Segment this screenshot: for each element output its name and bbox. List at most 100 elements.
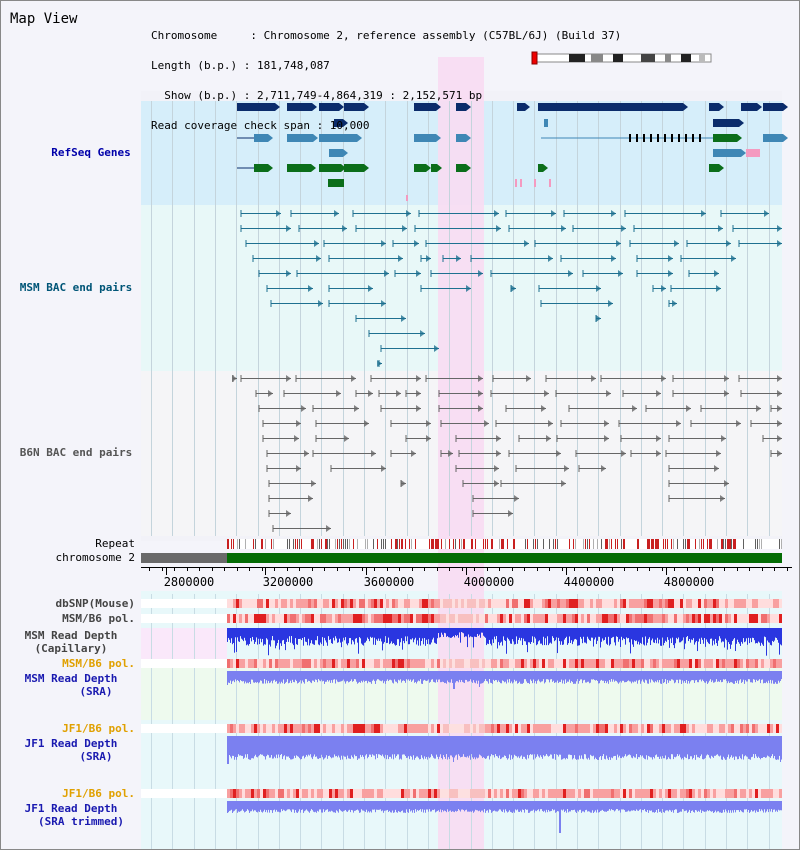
depth-bar xyxy=(446,671,447,684)
depth-bar xyxy=(471,671,472,682)
depth-bar xyxy=(438,628,439,634)
depth-bar xyxy=(361,628,362,644)
depth-bar xyxy=(283,801,284,810)
depth-bar xyxy=(573,671,574,684)
track-label-jf1-depth-trim-1[interactable]: JF1 Read Depth xyxy=(24,802,118,815)
track-label-msm-bac[interactable]: MSM BAC end pairs xyxy=(19,281,133,294)
heat-cell xyxy=(227,599,230,608)
depth-bar xyxy=(473,671,474,681)
depth-bar xyxy=(390,671,391,680)
depth-bar xyxy=(578,628,579,646)
depth-bar xyxy=(604,671,605,684)
depth-bar xyxy=(419,801,420,811)
depth-bar xyxy=(758,736,759,757)
depth-bar xyxy=(392,801,393,811)
heat-cell xyxy=(719,659,722,668)
repeat-element xyxy=(397,539,398,549)
depth-bar xyxy=(262,628,263,639)
depth-bar xyxy=(295,736,296,758)
depth-bar xyxy=(306,628,307,643)
depth-bar xyxy=(659,628,660,640)
depth-bar xyxy=(343,736,344,756)
heat-cell xyxy=(287,724,290,733)
ideogram-band xyxy=(591,54,603,62)
heat-cell xyxy=(248,599,251,608)
depth-bar xyxy=(376,628,377,640)
depth-bar xyxy=(688,628,689,642)
track-label-jf1-b6-pol-1[interactable]: JF1/B6 pol. xyxy=(62,722,135,735)
depth-bar xyxy=(260,801,261,810)
depth-bar xyxy=(541,671,542,682)
heat-cell xyxy=(725,614,728,623)
track-label-msm-depth-cap-1[interactable]: MSM Read Depth xyxy=(24,629,118,642)
bac-end-arrow xyxy=(714,270,719,277)
depth-bar xyxy=(229,801,230,811)
depth-bar xyxy=(620,628,621,647)
depth-bar xyxy=(639,628,640,645)
track-label-refseq[interactable]: RefSeq Genes xyxy=(51,146,131,159)
track-label-msm-b6-pol-2[interactable]: MSM/B6 pol. xyxy=(62,657,135,670)
track-label-b6n-bac[interactable]: B6N BAC end pairs xyxy=(19,446,133,459)
depth-bar xyxy=(716,671,717,680)
repeat-element xyxy=(383,539,384,549)
depth-bar xyxy=(332,736,333,758)
track-label-msm-depth-sra-1[interactable]: MSM Read Depth xyxy=(24,672,118,685)
depth-bar xyxy=(509,628,510,641)
depth-bar xyxy=(502,736,503,758)
track-label-dbsnp[interactable]: dbSNP(Mouse) xyxy=(55,597,135,610)
depth-bar xyxy=(449,801,450,811)
depth-bar xyxy=(233,671,234,681)
depth-bar xyxy=(407,671,408,681)
depth-bar xyxy=(604,801,605,812)
track-label-jf1-b6-pol-2[interactable]: JF1/B6 pol. xyxy=(62,787,135,800)
bac-end-arrow xyxy=(301,405,306,412)
depth-bar xyxy=(315,801,316,812)
depth-bar xyxy=(737,736,738,760)
heat-cell xyxy=(722,724,725,733)
depth-bar xyxy=(244,628,245,638)
ideogram-band xyxy=(699,54,705,62)
depth-bar xyxy=(565,628,566,639)
depth-bar xyxy=(602,671,603,681)
depth-bar xyxy=(297,671,298,684)
depth-bar xyxy=(729,628,730,645)
refseq-genes xyxy=(237,103,788,201)
depth-bar xyxy=(288,736,289,757)
heat-cell xyxy=(734,724,737,733)
depth-bar xyxy=(574,801,575,810)
depth-bar xyxy=(561,801,562,810)
depth-bar xyxy=(328,801,329,812)
track-label-repeat[interactable]: Repeat xyxy=(95,537,135,550)
depth-bar xyxy=(319,628,320,646)
repeat-element xyxy=(499,539,500,549)
depth-bar xyxy=(462,628,463,633)
heat-cell xyxy=(578,789,581,798)
track-label-chromosome[interactable]: chromosome 2 xyxy=(55,551,135,564)
depth-bar xyxy=(445,736,446,759)
depth-bar xyxy=(302,671,303,681)
depth-bar xyxy=(470,736,471,760)
depth-bar xyxy=(504,801,505,813)
heat-cell xyxy=(536,599,539,608)
depth-bar xyxy=(522,628,523,646)
depth-bar xyxy=(569,736,570,755)
depth-bar xyxy=(298,628,299,640)
depth-bar xyxy=(318,628,319,645)
depth-bar xyxy=(423,801,424,813)
depth-bar xyxy=(430,801,431,812)
track-label-msm-b6-pol-1[interactable]: MSM/B6 pol. xyxy=(62,612,135,625)
heat-cell xyxy=(644,599,647,608)
depth-bar xyxy=(283,628,284,640)
depth-bar xyxy=(448,736,449,758)
depth-bar xyxy=(246,671,247,684)
depth-bar xyxy=(354,801,355,811)
heat-cell xyxy=(572,724,575,733)
depth-bar xyxy=(470,671,471,680)
track-label-jf1-depth-sra-1[interactable]: JF1 Read Depth xyxy=(24,737,118,750)
depth-bar xyxy=(238,671,239,681)
depth-bar xyxy=(501,671,502,684)
heat-cell xyxy=(242,614,245,623)
depth-bar xyxy=(775,736,776,760)
